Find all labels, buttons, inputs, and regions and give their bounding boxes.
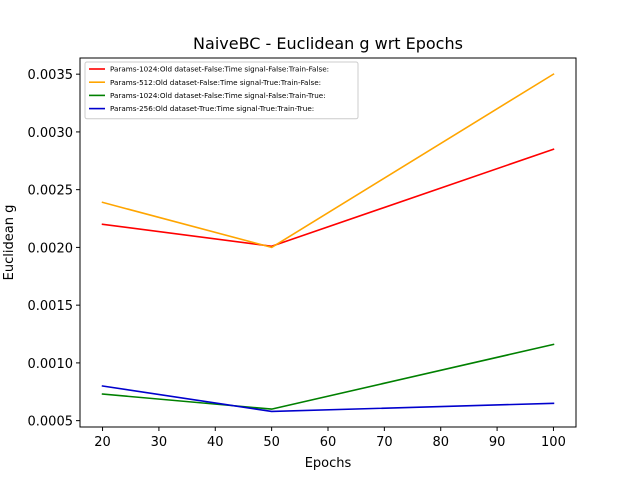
legend-box [84,61,359,120]
legend-label: Params-1024:Old dataset-False:Time signa… [110,65,329,74]
x-tick-label: 30 [151,435,168,450]
y-axis-label: Euclidean g [2,205,17,281]
x-tick-label: 70 [376,435,393,450]
x-tick-label: 100 [541,435,566,450]
y-tick-label: 0.0025 [28,184,74,199]
series-line-2 [101,73,555,249]
series-layer [101,73,555,413]
legend-label: Params-256:Old dataset-True:Time signal-… [110,104,314,113]
y-tick-label: 0.0015 [28,299,74,314]
chart-title: NaiveBC - Euclidean g wrt Epochs [193,34,463,53]
x-tick-label: 90 [489,435,506,450]
y-tick-label: 0.0010 [28,357,74,372]
x-tick-label: 50 [263,435,280,450]
plot-area [80,58,576,427]
legend-label: Params-512:Old dataset-False:Time signal… [110,78,321,87]
y-tick-label: 0.0005 [28,415,74,430]
x-axis-label: Epochs [305,456,352,471]
legend-label: Params-1024:Old dataset-False:Time signa… [110,91,326,100]
y-axis: 0.0005 0.0010 0.0015 0.0020 0.0025 0.0030 0.00… [28,68,80,430]
series-line-1 [101,148,555,248]
y-tick-label: 0.0020 [28,241,74,256]
x-axis: 20 30 40 50 60 70 80 90 100 [94,427,566,450]
legend: Params-1024:Old dataset-False:Time signa… [84,61,359,120]
y-tick-label: 0.0035 [28,68,74,83]
x-tick-label: 80 [432,435,449,450]
series-line-4 [101,385,555,413]
series-line-3 [101,343,555,410]
x-tick-label: 20 [94,435,111,450]
x-tick-label: 40 [207,435,224,450]
x-tick-label: 60 [320,435,337,450]
y-tick-label: 0.0030 [28,126,74,141]
